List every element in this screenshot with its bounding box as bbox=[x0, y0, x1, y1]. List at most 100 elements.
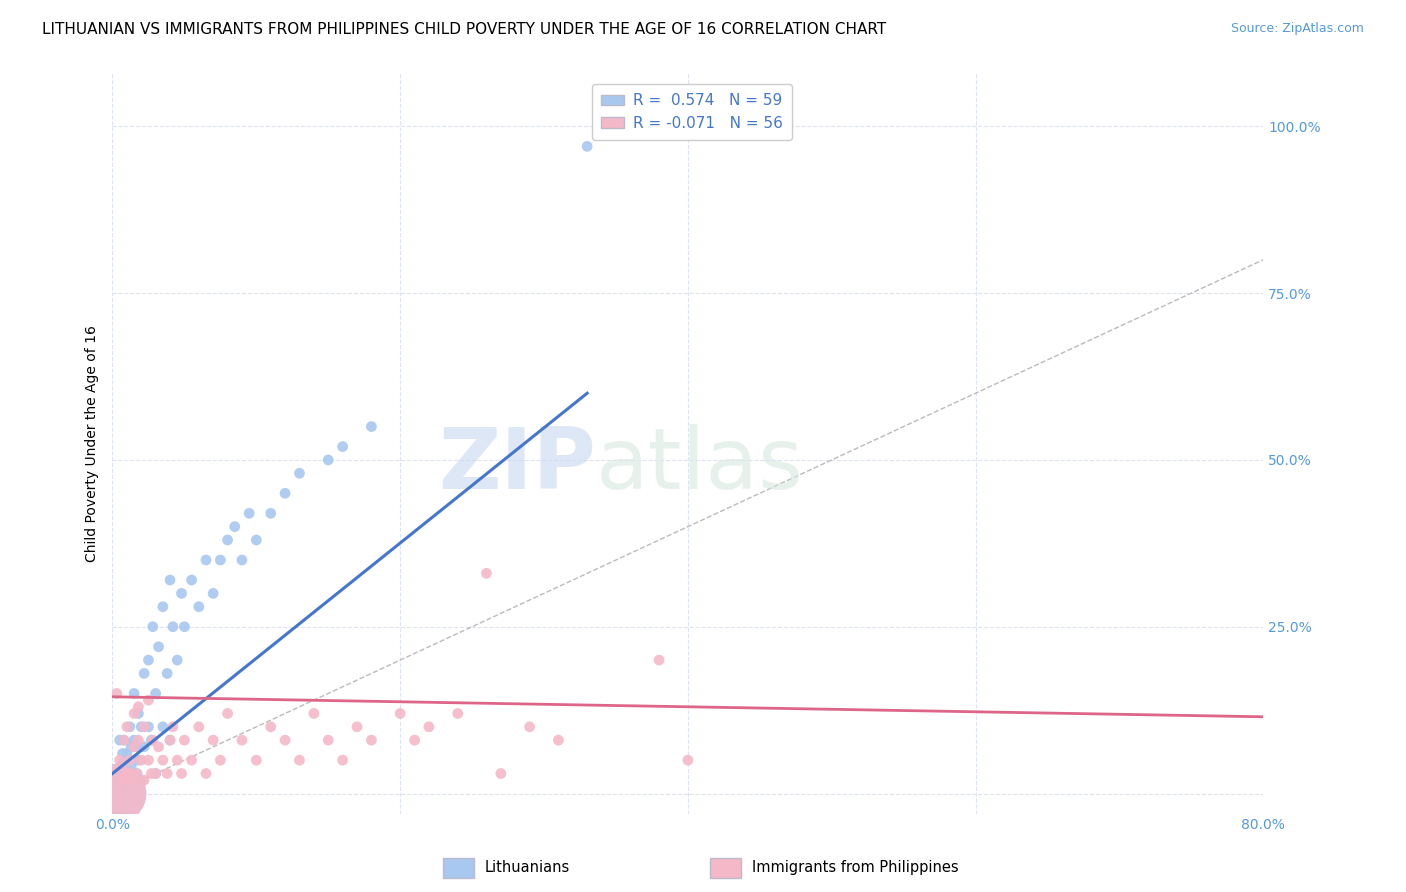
Point bbox=[156, 666, 179, 681]
Point bbox=[288, 753, 311, 767]
Point bbox=[231, 733, 253, 747]
Point bbox=[187, 720, 209, 734]
Point bbox=[447, 706, 470, 721]
Point bbox=[127, 699, 149, 714]
Point bbox=[108, 760, 131, 774]
Point bbox=[547, 733, 569, 747]
Point bbox=[120, 739, 142, 754]
Point bbox=[134, 739, 156, 754]
Point bbox=[170, 766, 193, 780]
Point bbox=[108, 753, 131, 767]
Point bbox=[159, 573, 181, 587]
Point bbox=[127, 706, 149, 721]
Point bbox=[115, 766, 138, 780]
Point bbox=[105, 787, 128, 801]
Point bbox=[134, 666, 156, 681]
Point bbox=[152, 720, 174, 734]
Point bbox=[112, 733, 135, 747]
Point bbox=[195, 766, 218, 780]
Point bbox=[209, 753, 232, 767]
Point bbox=[111, 747, 134, 761]
Point bbox=[156, 766, 179, 780]
Point bbox=[166, 753, 188, 767]
Point bbox=[180, 573, 202, 587]
Point bbox=[162, 720, 184, 734]
Point bbox=[105, 787, 128, 801]
Point bbox=[489, 766, 512, 780]
Point bbox=[138, 693, 160, 707]
Point bbox=[360, 733, 382, 747]
Point bbox=[108, 773, 131, 788]
Point bbox=[316, 733, 339, 747]
Point bbox=[316, 453, 339, 467]
Y-axis label: Child Poverty Under the Age of 16: Child Poverty Under the Age of 16 bbox=[86, 325, 100, 562]
Point bbox=[134, 720, 156, 734]
Point bbox=[112, 733, 135, 747]
Point bbox=[108, 733, 131, 747]
Point bbox=[129, 753, 152, 767]
Point bbox=[145, 766, 167, 780]
Point bbox=[260, 720, 283, 734]
Point bbox=[134, 773, 156, 788]
Point bbox=[122, 739, 145, 754]
Point bbox=[173, 733, 195, 747]
Point bbox=[159, 733, 181, 747]
Point bbox=[202, 733, 225, 747]
Point bbox=[418, 720, 440, 734]
Point bbox=[170, 586, 193, 600]
Point bbox=[231, 553, 253, 567]
Point bbox=[122, 686, 145, 700]
Point bbox=[217, 706, 239, 721]
Point bbox=[118, 766, 141, 780]
Point bbox=[122, 733, 145, 747]
Point bbox=[141, 766, 163, 780]
Point bbox=[118, 753, 141, 767]
Point bbox=[152, 753, 174, 767]
Point bbox=[125, 739, 148, 754]
Point bbox=[145, 766, 167, 780]
Point bbox=[138, 720, 160, 734]
Point bbox=[115, 773, 138, 788]
Point bbox=[519, 720, 541, 734]
Point bbox=[166, 653, 188, 667]
Point bbox=[159, 733, 181, 747]
Text: atlas: atlas bbox=[596, 424, 804, 507]
Point bbox=[129, 773, 152, 788]
Point bbox=[112, 773, 135, 788]
Point bbox=[145, 686, 167, 700]
Point bbox=[202, 586, 225, 600]
Point bbox=[129, 720, 152, 734]
Point bbox=[127, 733, 149, 747]
Point bbox=[217, 533, 239, 547]
Point bbox=[138, 753, 160, 767]
Point bbox=[111, 773, 134, 788]
Point bbox=[389, 706, 412, 721]
Point bbox=[141, 733, 163, 747]
Point bbox=[245, 753, 267, 767]
Point bbox=[127, 753, 149, 767]
Text: Immigrants from Philippines: Immigrants from Philippines bbox=[752, 861, 959, 875]
Legend: R =  0.574   N = 59, R = -0.071   N = 56: R = 0.574 N = 59, R = -0.071 N = 56 bbox=[592, 85, 792, 140]
Point bbox=[332, 753, 354, 767]
Point bbox=[120, 773, 142, 788]
Point bbox=[111, 766, 134, 780]
Point bbox=[152, 599, 174, 614]
Point bbox=[148, 640, 170, 654]
Point bbox=[125, 766, 148, 780]
Point bbox=[245, 533, 267, 547]
Point bbox=[122, 773, 145, 788]
Point bbox=[125, 766, 148, 780]
Point bbox=[142, 733, 165, 747]
Point bbox=[105, 686, 128, 700]
Point bbox=[209, 553, 232, 567]
Text: Lithuanians: Lithuanians bbox=[485, 861, 571, 875]
Point bbox=[120, 760, 142, 774]
Point bbox=[180, 753, 202, 767]
Point bbox=[238, 506, 260, 520]
Point bbox=[576, 139, 599, 153]
Point bbox=[138, 653, 160, 667]
Point bbox=[475, 566, 498, 581]
Point bbox=[112, 753, 135, 767]
Point bbox=[360, 419, 382, 434]
Point bbox=[162, 620, 184, 634]
